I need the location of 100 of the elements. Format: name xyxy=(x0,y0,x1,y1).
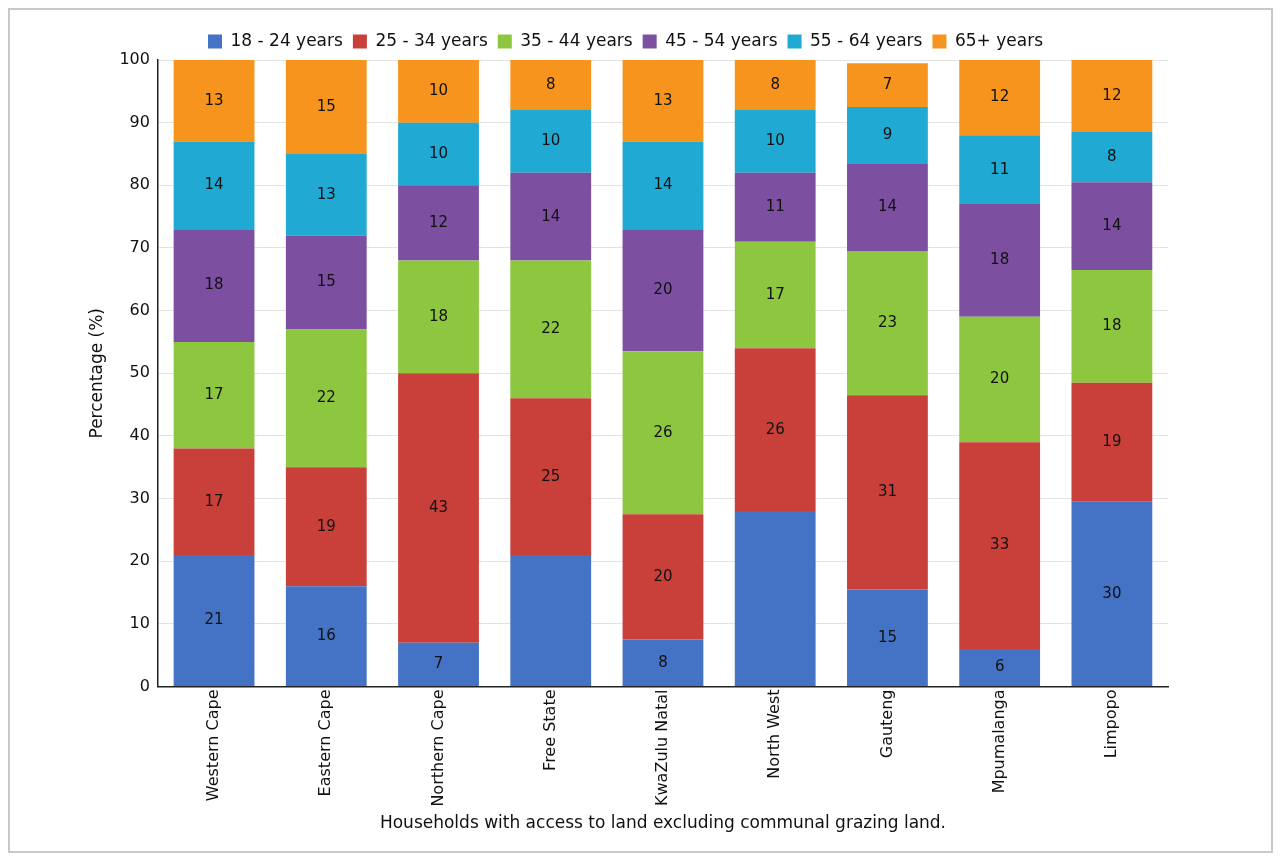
bar xyxy=(959,135,1041,205)
bar xyxy=(510,60,592,111)
data-label: 23 xyxy=(877,313,897,332)
data-label: 22 xyxy=(316,388,336,407)
data-label: 10 xyxy=(428,143,449,162)
data-label: 26 xyxy=(765,419,785,438)
y-tick-label: 50 xyxy=(129,362,150,382)
legend-label: 45 - 54 years xyxy=(665,29,778,50)
y-tick-label: 60 xyxy=(129,299,150,319)
y-tick-label: 30 xyxy=(129,487,150,507)
x-tick-label: Free State xyxy=(539,689,559,771)
bar xyxy=(173,554,255,687)
bar xyxy=(285,467,367,587)
bar xyxy=(510,554,592,687)
legend-label: 35 - 44 years xyxy=(520,29,633,50)
bar xyxy=(622,639,704,687)
y-tick-label: 40 xyxy=(129,425,150,445)
bar xyxy=(398,122,479,186)
data-label: 8 xyxy=(545,74,556,93)
bar xyxy=(173,60,255,142)
data-label: 18 xyxy=(990,250,1010,269)
bar xyxy=(847,163,928,252)
x-tick-label: Mpumalanga xyxy=(988,689,1008,794)
data-label: 6 xyxy=(994,657,1005,676)
bar xyxy=(285,235,367,330)
data-label: 13 xyxy=(316,184,336,203)
data-label: 20 xyxy=(653,566,673,585)
bar xyxy=(959,60,1041,136)
y-axis-title: Percentage (%) xyxy=(85,308,106,439)
data-label: 10 xyxy=(541,131,561,150)
bar xyxy=(398,60,479,123)
bar xyxy=(734,60,816,111)
bar xyxy=(847,251,928,396)
bar xyxy=(847,63,928,107)
bar xyxy=(173,141,255,230)
data-label: 12 xyxy=(990,87,1010,106)
x-tick-label: Gauteng xyxy=(876,689,896,759)
y-tick-label: 0 xyxy=(139,675,150,695)
bar xyxy=(734,110,816,173)
data-label: 10 xyxy=(765,131,785,150)
bar xyxy=(1071,501,1153,687)
data-label: 14 xyxy=(1102,215,1122,234)
legend-label: 18 - 24 years xyxy=(230,29,344,50)
data-label: 9 xyxy=(882,125,893,144)
data-label: 19 xyxy=(316,516,336,535)
data-label: 14 xyxy=(204,175,224,194)
bar xyxy=(1071,269,1153,383)
bar xyxy=(959,442,1041,649)
data-label: 18 xyxy=(428,306,449,325)
bar xyxy=(622,141,704,230)
bar xyxy=(622,60,704,142)
legend-label: 55 - 64 years xyxy=(810,29,923,50)
x-tick-label: Eastern Cape xyxy=(315,689,335,797)
bar xyxy=(1071,182,1153,270)
x-tick-label: Western Cape xyxy=(203,689,223,802)
bar xyxy=(510,110,592,173)
bar xyxy=(173,229,255,342)
data-label: 16 xyxy=(316,626,336,645)
data-label: 13 xyxy=(653,90,673,109)
data-label: 22 xyxy=(541,319,561,338)
data-label: 31 xyxy=(877,482,897,501)
y-tick-label: 90 xyxy=(129,111,150,131)
bar xyxy=(959,204,1041,317)
data-label: 14 xyxy=(541,206,561,225)
bar xyxy=(285,60,367,154)
data-label: 12 xyxy=(428,212,449,231)
bar xyxy=(398,642,479,687)
y-tick-label: 10 xyxy=(129,613,150,633)
data-label: 21 xyxy=(204,610,224,629)
bar xyxy=(398,373,479,643)
x-tick-label: Limpopo xyxy=(1101,689,1121,759)
data-label: 18 xyxy=(204,275,224,294)
y-tick-label: 20 xyxy=(129,550,150,570)
x-tick-label: North West xyxy=(764,689,784,779)
bar xyxy=(622,229,704,352)
bar xyxy=(173,448,255,555)
bar xyxy=(285,153,367,236)
data-label: 13 xyxy=(204,90,224,109)
data-label: 18 xyxy=(1102,316,1122,335)
legend-label: 25 - 34 years xyxy=(375,29,488,50)
data-label: 43 xyxy=(428,497,449,516)
data-label: 8 xyxy=(658,652,668,671)
data-label: 25 xyxy=(541,466,561,485)
bar xyxy=(398,260,479,374)
bar xyxy=(1071,132,1153,183)
bar xyxy=(734,348,816,512)
x-tick-label: Northern Cape xyxy=(427,689,447,807)
data-label: 10 xyxy=(428,81,449,100)
y-tick-label: 100 xyxy=(119,49,150,69)
bar xyxy=(510,172,592,261)
bar xyxy=(398,185,479,261)
bar xyxy=(959,316,1041,443)
data-label: 11 xyxy=(990,159,1010,178)
bar xyxy=(959,648,1041,687)
bar xyxy=(622,514,704,640)
data-label: 20 xyxy=(653,280,673,299)
bar xyxy=(1071,60,1153,133)
data-label: 8 xyxy=(1107,147,1117,165)
data-label: 26 xyxy=(653,422,673,441)
data-label: 19 xyxy=(1102,432,1122,451)
